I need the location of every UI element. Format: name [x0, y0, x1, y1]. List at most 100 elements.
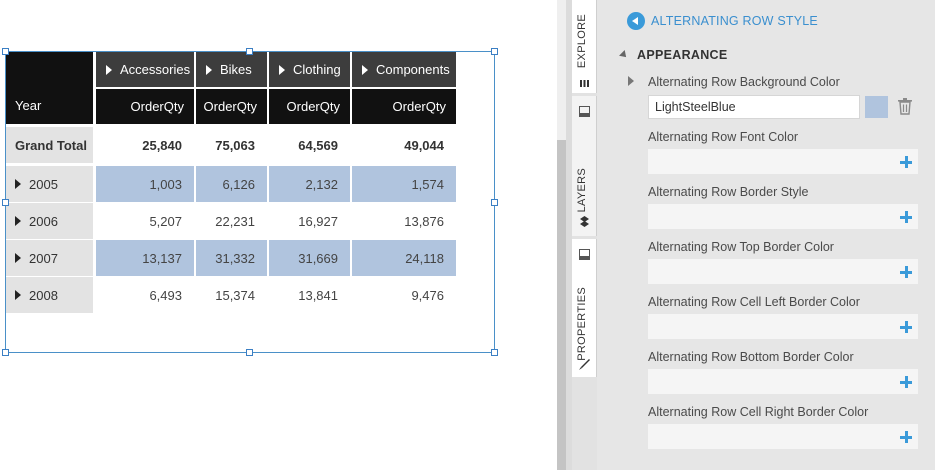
- table-cell[interactable]: 9,476: [352, 277, 456, 313]
- cell-text: 2006: [29, 213, 58, 229]
- cell-text: 2008: [29, 287, 58, 303]
- splitter-scrollbar-thumb[interactable]: [557, 140, 566, 470]
- cell-text: 6,493: [149, 287, 182, 303]
- cell-text: 13,876: [404, 213, 444, 229]
- resize-handle-top-left[interactable]: [2, 48, 9, 55]
- add-icon[interactable]: [900, 156, 912, 168]
- corner-header: Year: [5, 52, 93, 124]
- add-icon[interactable]: [900, 211, 912, 223]
- cell-text: 6,126: [222, 176, 255, 192]
- left-border-label: Alternating Row Cell Left Border Color: [648, 295, 860, 309]
- table-cell[interactable]: 13,137: [96, 240, 194, 276]
- border-style-field[interactable]: [648, 204, 918, 229]
- section-appearance[interactable]: APPEARANCE: [619, 48, 728, 62]
- panel-splitter[interactable]: [557, 0, 566, 470]
- table-cell[interactable]: 31,332: [196, 240, 267, 276]
- cell-text: 75,063: [215, 137, 255, 153]
- cell-text: Year: [15, 98, 42, 113]
- resize-handle-bottom-left[interactable]: [2, 349, 9, 356]
- cell-text: 49,044: [404, 137, 444, 153]
- panel-title[interactable]: ALTERNATING ROW STYLE: [651, 14, 818, 28]
- top-border-field[interactable]: [648, 259, 918, 284]
- tab-explore[interactable]: EXPLORE: [572, 0, 597, 93]
- back-arrow-icon[interactable]: [627, 12, 645, 30]
- tab-layers-box[interactable]: LAYERS: [572, 96, 597, 236]
- collapse-arrow-icon[interactable]: [619, 50, 629, 60]
- expand-arrow-icon[interactable]: [362, 64, 368, 75]
- expand-arrow-icon[interactable]: [628, 76, 634, 86]
- expand-arrow-icon[interactable]: [15, 216, 21, 226]
- panel-header[interactable]: ALTERNATING ROW STYLE: [627, 12, 818, 30]
- cell-text: OrderQty: [130, 99, 184, 114]
- table-cell[interactable]: 24,118: [352, 240, 456, 276]
- table-cell[interactable]: 13,841: [269, 277, 350, 313]
- side-tab-strip: EXPLORE LAYERS PROPERTIES: [572, 0, 597, 470]
- add-icon[interactable]: [900, 321, 912, 333]
- row-header[interactable]: 2007: [5, 240, 93, 276]
- table-cell[interactable]: 13,876: [352, 203, 456, 239]
- expand-arrow-icon[interactable]: [279, 64, 285, 75]
- resize-handle-top-right[interactable]: [491, 48, 498, 55]
- table-cell[interactable]: 25,840: [96, 127, 194, 163]
- expand-arrow-icon[interactable]: [106, 64, 112, 75]
- resize-handle-bottom[interactable]: [246, 349, 253, 356]
- dashboard-canvas[interactable]: Year Accessories OrderQty Bikes OrderQty Clot…: [0, 0, 557, 470]
- right-border-label: Alternating Row Cell Right Border Color: [648, 405, 869, 419]
- table-cell[interactable]: 15,374: [196, 277, 267, 313]
- bg-color-input[interactable]: LightSteelBlue: [648, 95, 860, 119]
- cell-text: OrderQty: [286, 99, 340, 114]
- resize-handle-left[interactable]: [2, 199, 9, 206]
- color-swatch[interactable]: [865, 96, 888, 118]
- table-cell[interactable]: 64,569: [269, 127, 350, 163]
- cell-text: Clothing: [293, 62, 341, 77]
- table-cell[interactable]: 6,493: [96, 277, 194, 313]
- resize-handle-top[interactable]: [246, 48, 253, 55]
- left-border-field[interactable]: [648, 314, 918, 339]
- tab-explore-label: EXPLORE: [576, 14, 588, 69]
- table-cell[interactable]: 75,063: [196, 127, 267, 163]
- cell-text: 2007: [29, 250, 58, 266]
- table-cell[interactable]: 5,207: [96, 203, 194, 239]
- table-cell[interactable]: 1,574: [352, 166, 456, 202]
- row-header[interactable]: 2005: [5, 166, 93, 202]
- tab-layers-label: LAYERS: [576, 168, 588, 213]
- right-border-field[interactable]: [648, 424, 918, 449]
- resize-handle-right[interactable]: [491, 199, 498, 206]
- layers-icon: [580, 216, 589, 227]
- cell-text: 16,927: [298, 213, 338, 229]
- add-icon[interactable]: [900, 266, 912, 278]
- font-color-field[interactable]: [648, 149, 918, 174]
- table-cell[interactable]: 2,132: [269, 166, 350, 202]
- resize-handle-bottom-right[interactable]: [491, 349, 498, 356]
- row-header[interactable]: 2006: [5, 203, 93, 239]
- table-cell[interactable]: 1,003: [96, 166, 194, 202]
- column-header[interactable]: Bikes: [196, 52, 267, 87]
- expand-arrow-icon[interactable]: [15, 179, 21, 189]
- section-title: APPEARANCE: [637, 48, 728, 62]
- table-cell[interactable]: 31,669: [269, 240, 350, 276]
- column-header[interactable]: Components: [352, 52, 456, 87]
- table-cell[interactable]: 6,126: [196, 166, 267, 202]
- table-cell[interactable]: 22,231: [196, 203, 267, 239]
- bottom-border-field[interactable]: [648, 369, 918, 394]
- border-style-label: Alternating Row Border Style: [648, 185, 809, 199]
- expand-arrow-icon[interactable]: [206, 64, 212, 75]
- column-header[interactable]: Accessories: [96, 52, 194, 87]
- cell-text: 1,003: [149, 176, 182, 192]
- trash-icon[interactable]: [897, 97, 913, 115]
- panel-icon: [579, 249, 590, 260]
- selection-frame[interactable]: [5, 51, 495, 353]
- expand-arrow-icon[interactable]: [15, 290, 21, 300]
- cell-text: 5,207: [149, 213, 182, 229]
- add-icon[interactable]: [900, 376, 912, 388]
- cell-text: 15,374: [215, 287, 255, 303]
- expand-arrow-icon[interactable]: [15, 253, 21, 263]
- table-cell[interactable]: 49,044: [352, 127, 456, 163]
- column-header[interactable]: Clothing: [269, 52, 350, 87]
- cell-text: OrderQty: [203, 99, 257, 114]
- cell-text: 2005: [29, 176, 58, 192]
- table-cell[interactable]: 16,927: [269, 203, 350, 239]
- row-header[interactable]: 2008: [5, 277, 93, 313]
- add-icon[interactable]: [900, 431, 912, 443]
- tab-properties[interactable]: PROPERTIES: [572, 239, 597, 377]
